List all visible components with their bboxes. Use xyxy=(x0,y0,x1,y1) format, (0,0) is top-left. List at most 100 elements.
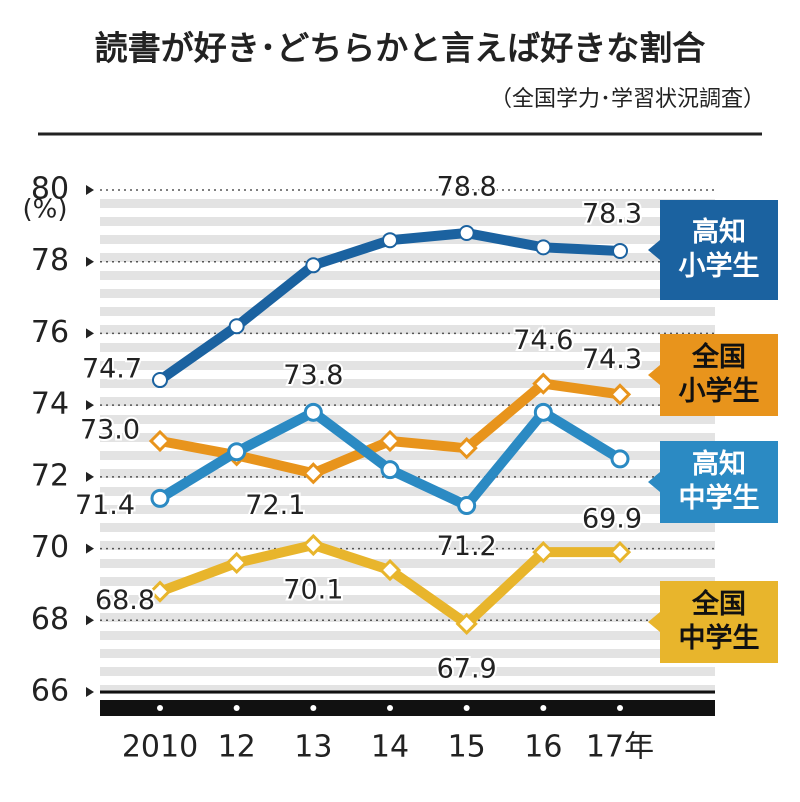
legend-label: 全国 小学生 xyxy=(678,342,760,407)
legend-box xyxy=(648,581,778,663)
point xyxy=(305,257,322,274)
x-tick-label: 14 xyxy=(371,730,409,765)
y-tick xyxy=(86,687,94,697)
stripe xyxy=(100,559,715,568)
point xyxy=(378,429,402,453)
data-label: 73.0 xyxy=(80,415,140,446)
y-tick-label: 80 xyxy=(31,172,69,207)
point xyxy=(148,580,172,603)
point xyxy=(150,488,170,508)
x-tick-label: 13 xyxy=(294,730,332,765)
point xyxy=(608,383,632,406)
point xyxy=(455,612,478,635)
y-unit: (%) xyxy=(23,195,68,225)
stripe xyxy=(100,199,715,208)
point xyxy=(302,462,325,485)
point xyxy=(610,449,630,469)
data-label: 68.8 xyxy=(95,585,155,616)
stripe xyxy=(100,307,715,316)
point xyxy=(612,242,628,259)
stripe xyxy=(100,523,715,532)
stripe xyxy=(100,541,715,550)
x-tick-label: 16 xyxy=(524,730,562,765)
point xyxy=(225,551,248,575)
stripe xyxy=(100,397,715,406)
x-tick-label: 12 xyxy=(218,730,256,765)
point xyxy=(303,402,323,422)
point xyxy=(532,372,555,395)
y-tick-label: 70 xyxy=(31,530,69,565)
y-tick xyxy=(86,543,94,554)
data-label: 73.8 xyxy=(283,360,343,391)
stripe xyxy=(100,289,715,298)
data-label: 78.8 xyxy=(437,172,497,203)
y-tick-label: 72 xyxy=(31,458,69,493)
data-label: 70.1 xyxy=(283,574,343,605)
point xyxy=(227,442,247,462)
y-tick xyxy=(86,328,94,339)
point xyxy=(458,225,475,242)
stripe xyxy=(100,217,715,226)
stripe xyxy=(100,667,715,676)
point xyxy=(380,460,400,480)
x-tick-label: 17年 xyxy=(586,730,654,765)
point xyxy=(457,496,477,516)
stripe xyxy=(100,433,715,442)
stripe xyxy=(100,361,715,370)
y-tick xyxy=(86,185,94,195)
y-tick-label: 78 xyxy=(31,243,69,278)
y-tick xyxy=(86,471,94,482)
legend-box xyxy=(648,200,778,300)
stripe xyxy=(100,685,715,694)
axis-band xyxy=(100,700,715,716)
x-dot xyxy=(310,705,317,711)
point xyxy=(382,232,398,249)
data-label: 69.9 xyxy=(582,504,642,535)
stripe xyxy=(100,487,715,496)
data-label: 74.6 xyxy=(513,325,573,356)
chart-title: 読書が好き･どちらかと言えば好きな割合 xyxy=(95,29,706,68)
y-tick xyxy=(86,400,94,411)
point xyxy=(148,429,172,453)
legend-label: 全国 中学生 xyxy=(678,589,760,654)
stripe xyxy=(100,253,715,262)
stripe xyxy=(100,451,715,460)
data-label: 72.1 xyxy=(245,490,305,521)
data-label: 71.2 xyxy=(437,531,497,562)
point xyxy=(532,541,555,564)
stripe xyxy=(100,379,715,388)
x-dot xyxy=(463,705,470,711)
point xyxy=(455,437,478,460)
x-tick-label: 15 xyxy=(448,730,486,765)
point xyxy=(302,533,325,557)
legend-label: 高知 中学生 xyxy=(678,449,760,514)
stripe xyxy=(100,505,715,514)
y-tick-label: 66 xyxy=(31,674,69,709)
point xyxy=(535,239,552,256)
data-label: 78.3 xyxy=(582,198,642,229)
stripe xyxy=(100,325,715,334)
stripe xyxy=(100,649,715,658)
point xyxy=(378,558,402,582)
x-dot xyxy=(617,705,623,711)
stripe xyxy=(100,343,715,352)
data-label: 74.3 xyxy=(582,344,642,375)
x-dot xyxy=(157,705,163,711)
x-tick-label: 2010 xyxy=(122,730,198,765)
point xyxy=(533,402,553,422)
y-tick-label: 68 xyxy=(31,602,69,637)
x-dot xyxy=(540,705,547,711)
x-dot xyxy=(387,705,393,711)
y-tick xyxy=(86,615,94,626)
point xyxy=(152,372,168,389)
stripe xyxy=(100,595,715,604)
data-label: 74.7 xyxy=(82,354,142,385)
chart-subtitle: （全国学力･学習状況調査） xyxy=(490,87,765,112)
legend-label: 高知 小学生 xyxy=(678,217,760,282)
y-tick-label: 76 xyxy=(31,315,69,350)
y-tick-label: 74 xyxy=(31,387,69,422)
data-label: 67.9 xyxy=(437,653,497,684)
data-label: 71.4 xyxy=(75,490,135,521)
point xyxy=(608,541,632,564)
